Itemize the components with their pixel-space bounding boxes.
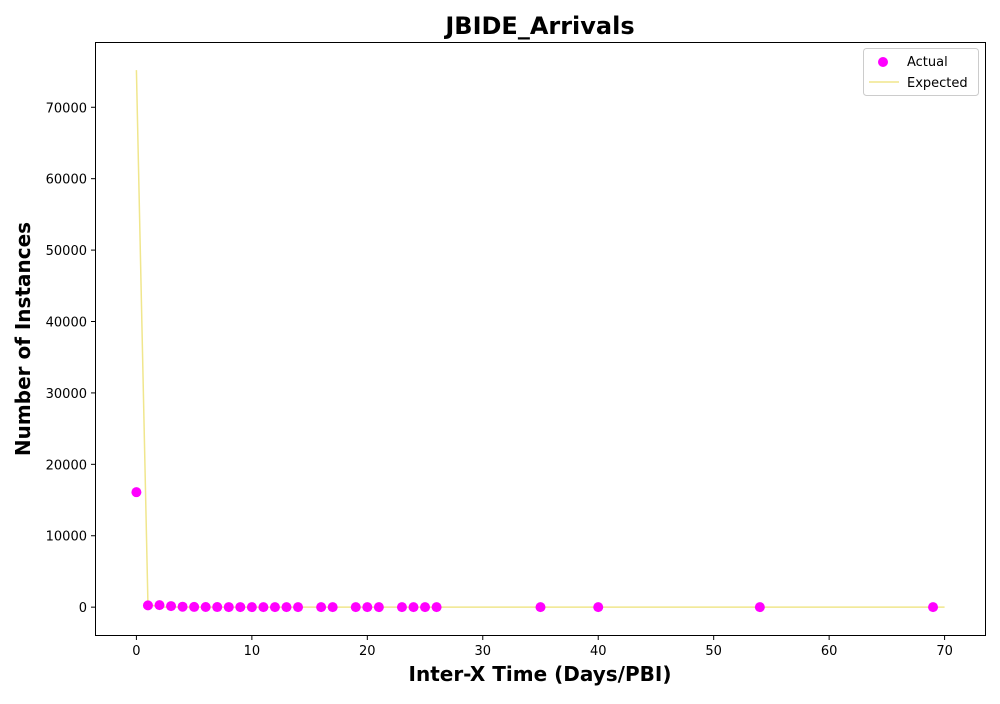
legend-expected-label: Expected <box>907 76 968 91</box>
actual-point <box>269 602 280 613</box>
y-tick-label: 40000 <box>46 316 87 331</box>
actual-point <box>166 601 177 612</box>
actual-point <box>327 602 338 613</box>
actual-point <box>593 602 604 613</box>
actual-point <box>258 602 269 613</box>
x-tick-label: 70 <box>936 644 953 659</box>
x-tick-label: 20 <box>359 644 376 659</box>
legend: Actual Expected <box>863 48 979 96</box>
x-axis: 0 10 20 30 40 50 60 70 <box>132 635 953 659</box>
actual-point <box>293 602 304 613</box>
actual-point <box>420 602 431 613</box>
expected-series-line <box>135 70 945 608</box>
actual-point <box>189 601 200 612</box>
y-tick-label: 20000 <box>46 458 87 473</box>
x-tick-label: 10 <box>244 644 261 659</box>
legend-actual-marker <box>878 57 888 67</box>
x-tick-label: 40 <box>590 644 607 659</box>
actual-point <box>928 602 939 613</box>
legend-actual-label: Actual <box>907 55 948 70</box>
actual-point <box>396 602 407 613</box>
actual-point <box>131 487 142 498</box>
x-axis-title: Inter-X Time (Days/PBI) <box>409 662 672 686</box>
plot-area <box>131 70 945 613</box>
plot-frame <box>95 42 986 636</box>
y-tick-label: 50000 <box>46 244 87 259</box>
actual-point <box>535 602 546 613</box>
x-tick-label: 60 <box>821 644 838 659</box>
y-tick-label: 30000 <box>46 387 87 402</box>
actual-point <box>373 602 384 613</box>
actual-point <box>177 601 188 612</box>
y-tick-label: 0 <box>79 601 87 616</box>
actual-point <box>281 602 292 613</box>
actual-point <box>142 600 153 611</box>
actual-point <box>246 602 257 613</box>
actual-point <box>200 602 211 613</box>
actual-point <box>431 602 442 613</box>
actual-point <box>235 602 246 613</box>
legend-box <box>863 48 979 96</box>
actual-point <box>316 602 327 613</box>
actual-point <box>223 602 234 613</box>
actual-point <box>350 602 361 613</box>
y-tick-label: 60000 <box>46 173 87 188</box>
x-tick-label: 50 <box>705 644 722 659</box>
actual-point <box>408 602 419 613</box>
chart-title: JBIDE_Arrivals <box>443 12 634 40</box>
y-tick-label: 10000 <box>46 530 87 545</box>
y-axis: 0 10000 20000 30000 40000 50000 60000 70000 <box>46 101 96 616</box>
actual-point <box>212 602 223 613</box>
y-axis-title: Number of Instances <box>11 222 35 456</box>
actual-point <box>362 602 373 613</box>
actual-point <box>154 600 165 611</box>
y-tick-label: 70000 <box>46 101 87 116</box>
x-tick-label: 30 <box>474 644 491 659</box>
x-tick-label: 0 <box>132 644 140 659</box>
actual-point <box>754 602 765 613</box>
